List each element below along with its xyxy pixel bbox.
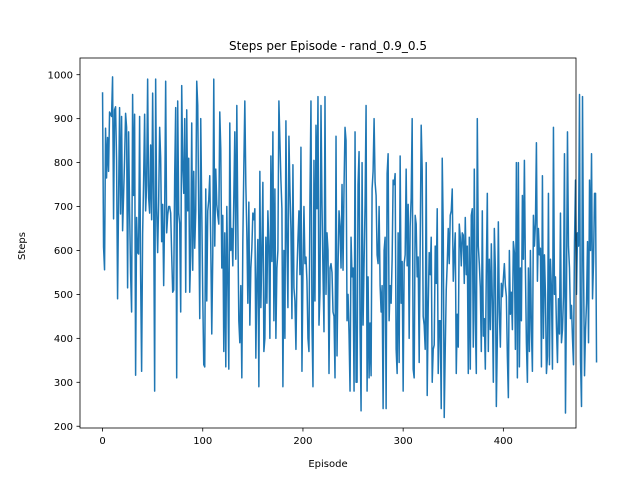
x-tick-label: 0 — [99, 436, 105, 447]
y-tick-label: 400 — [54, 334, 73, 345]
y-tick-label: 800 — [54, 158, 73, 169]
axes-frame — [79, 57, 577, 429]
x-tick-label: 200 — [293, 436, 312, 447]
plot-area — [101, 76, 598, 419]
y-axis-label: Steps — [17, 232, 28, 260]
y-tick-label: 700 — [54, 202, 73, 213]
y-tick-label: 500 — [54, 290, 73, 301]
y-tick-label: 600 — [54, 246, 73, 257]
axes: 0 100 200 300 400 200 300 400 500 600 700 800 900 100… — [48, 57, 577, 447]
x-tick-label: 400 — [494, 436, 513, 447]
y-tick-label: 200 — [54, 422, 73, 433]
x-tick-label: 300 — [394, 436, 413, 447]
y-tick-label: 300 — [54, 378, 73, 389]
series-line-0 — [101, 76, 598, 419]
y-tick-label: 900 — [54, 114, 73, 125]
x-axis-label: Episode — [308, 459, 347, 470]
chart-title: Steps per Episode - rand_0.9_0.5 — [229, 39, 427, 53]
y-tick-label: 1000 — [48, 70, 73, 81]
x-tick-label: 100 — [193, 436, 212, 447]
